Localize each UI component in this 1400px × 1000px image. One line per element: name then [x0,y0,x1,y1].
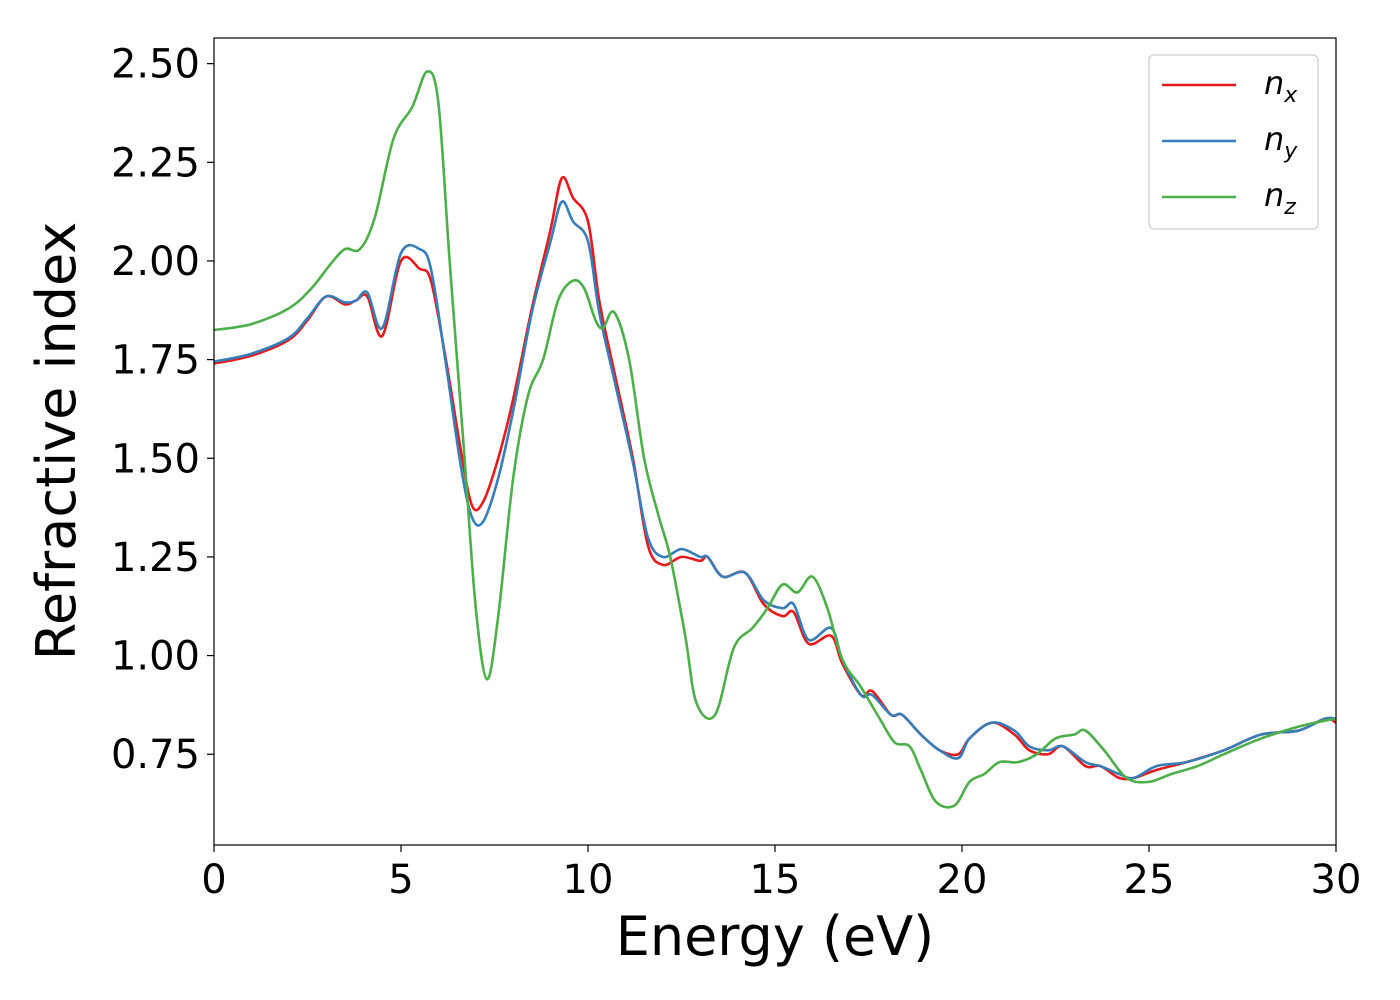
x-axis-ticks: 0 5 10 15 20 25 30 [201,845,1361,903]
series-line-z [214,70,1336,809]
legend-label-x: nx [1264,64,1298,108]
series-line-x [214,175,1336,781]
y-tick-label: 0.75 [111,732,200,778]
x-tick-label: 20 [937,857,988,903]
y-tick-label: 1.00 [111,634,200,680]
y-axis-label: Refractive index [25,222,88,661]
legend-label-z: nz [1264,176,1296,220]
legend-label-y: ny [1264,120,1298,164]
y-axis-ticks: 0.75 1.00 1.25 1.50 1.75 2.00 2.25 2.50 [111,42,214,778]
x-tick-label: 10 [563,857,614,903]
y-tick-label: 2.50 [111,42,200,88]
x-tick-label: 5 [388,857,413,903]
y-tick-label: 1.25 [111,535,200,581]
x-tick-label: 15 [750,857,801,903]
y-tick-label: 2.00 [111,239,200,285]
series-line-y [214,200,1336,780]
x-tick-label: 25 [1124,857,1175,903]
y-tick-label: 2.25 [111,140,200,186]
x-tick-label: 0 [201,857,226,903]
y-tick-label: 1.75 [111,338,200,384]
legend: nx ny nz [1148,54,1319,230]
x-tick-label: 30 [1311,857,1362,903]
x-axis-label: Energy (eV) [616,905,935,968]
series-lines [214,70,1336,809]
y-tick-label: 1.50 [111,436,200,482]
